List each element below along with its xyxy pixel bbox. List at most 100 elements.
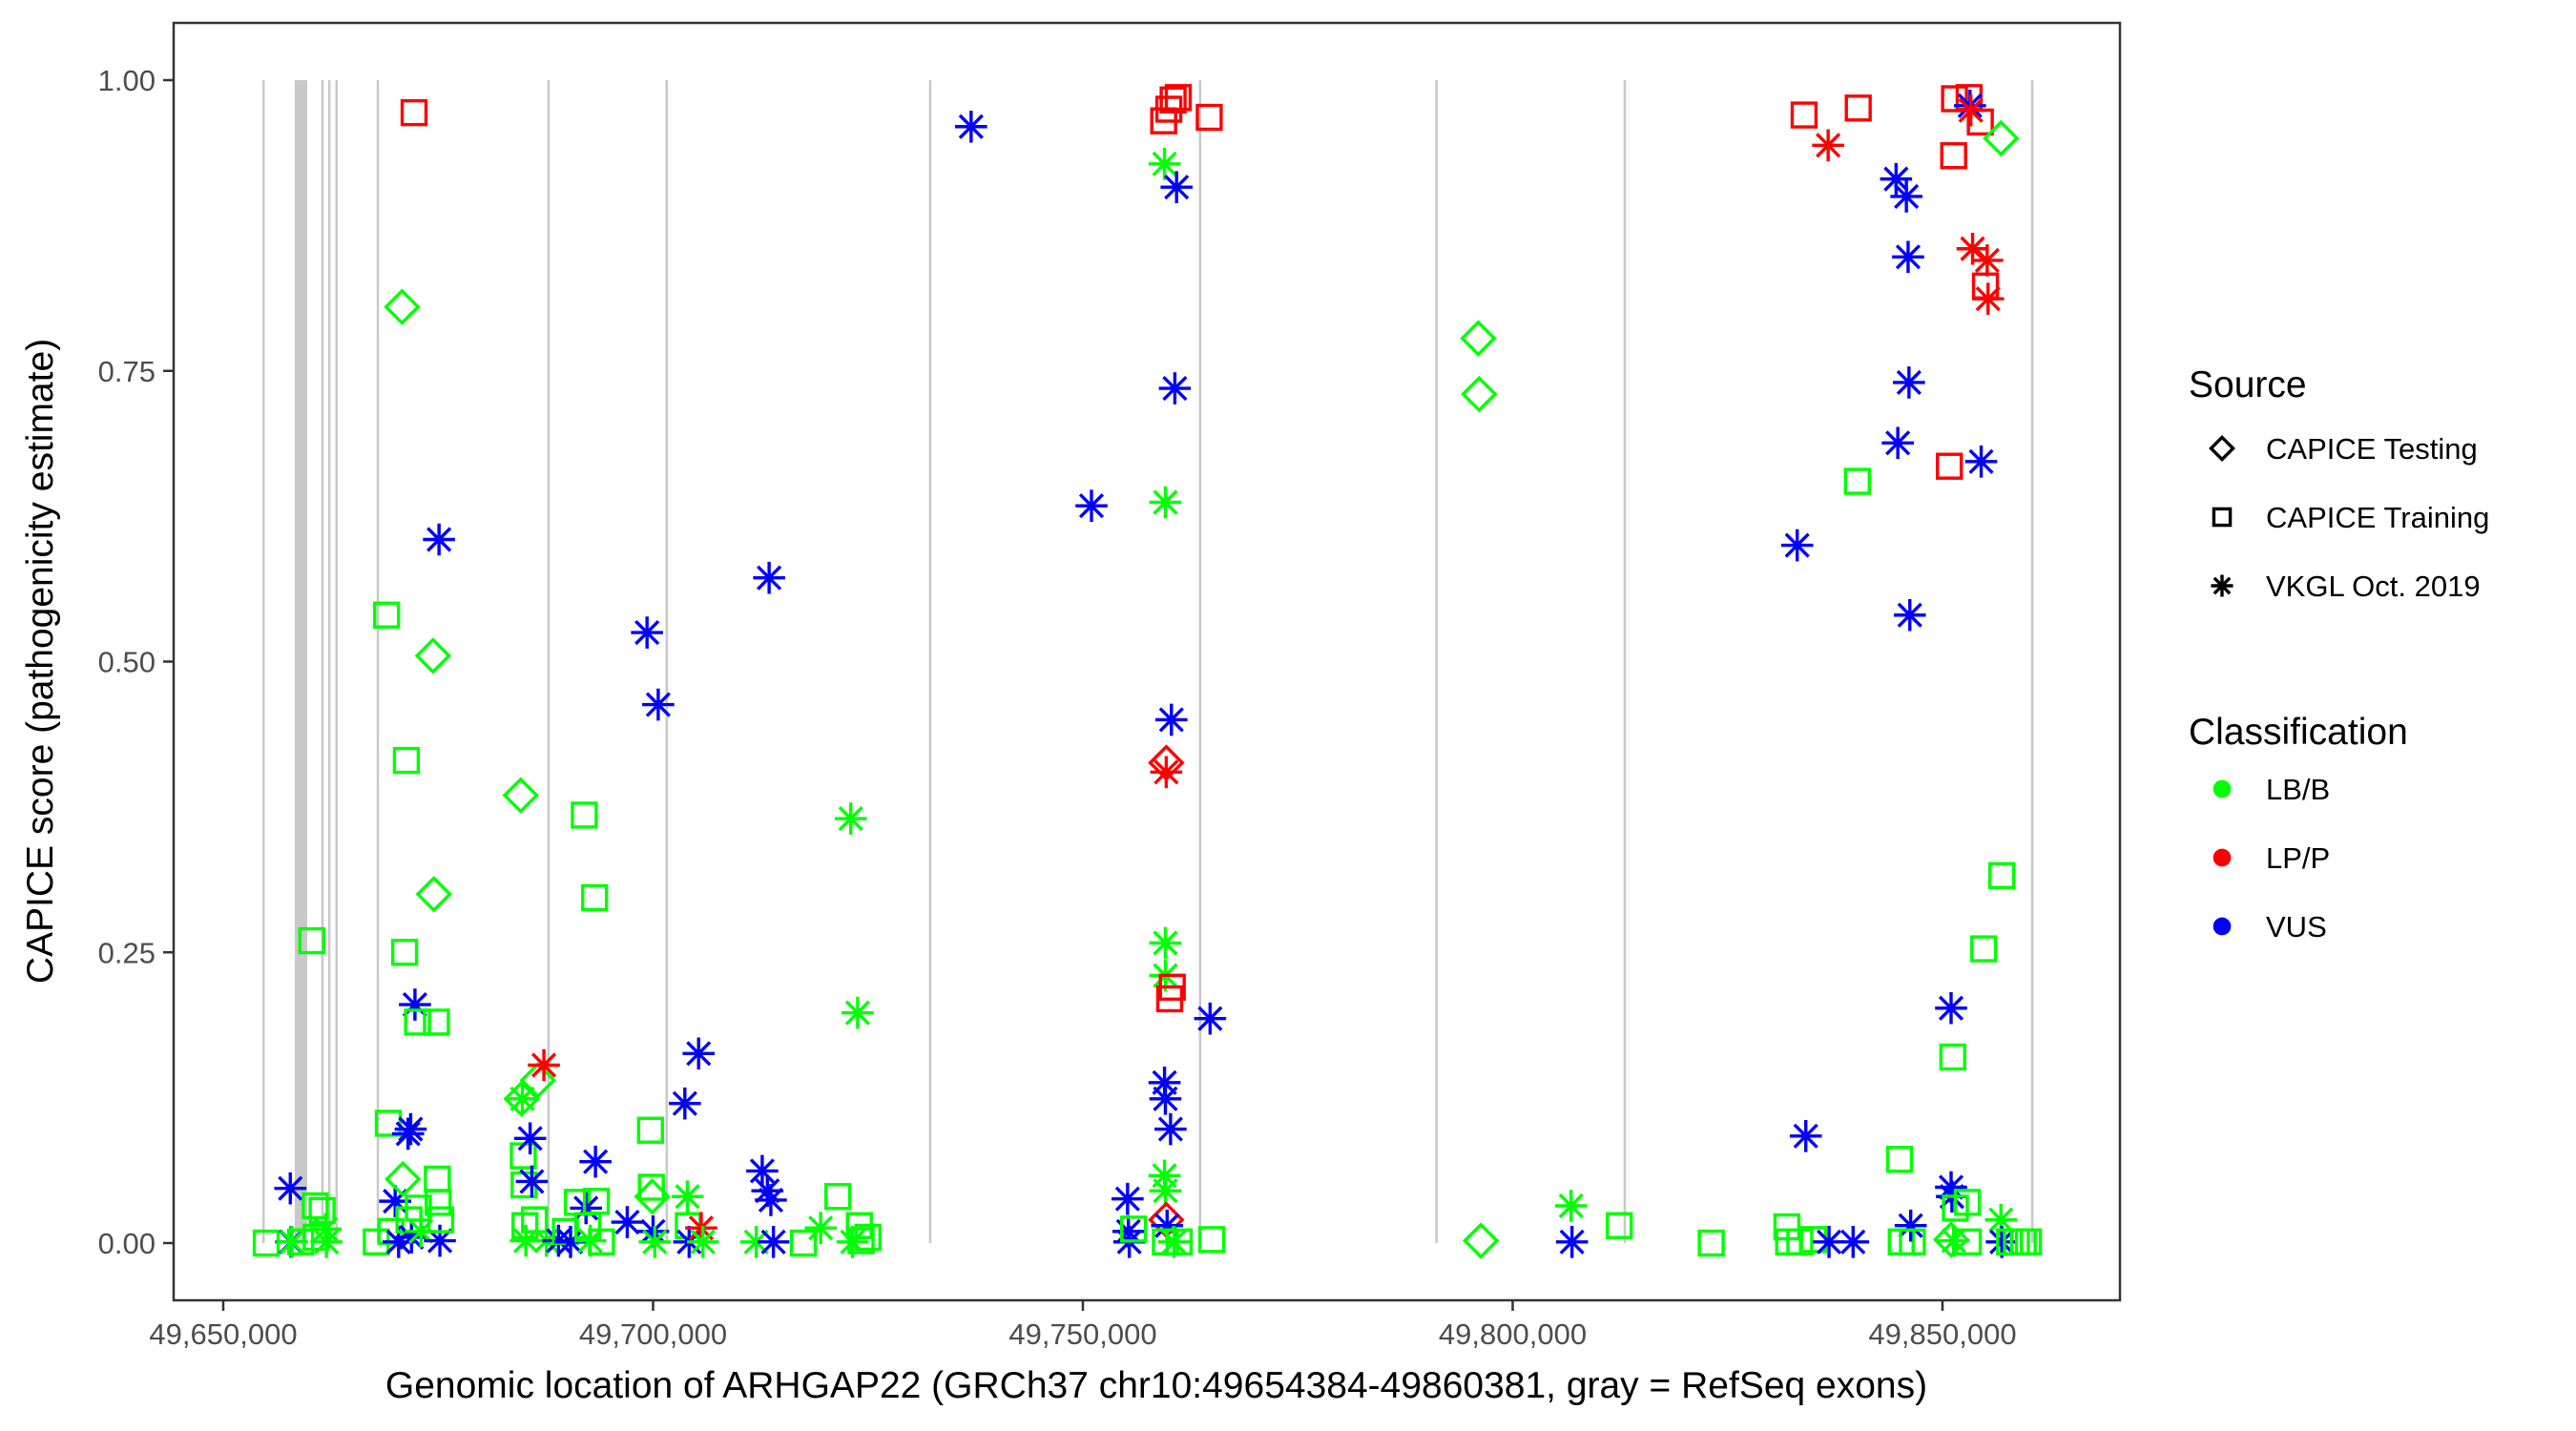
data-point-asterisk [506, 1083, 539, 1115]
data-point-asterisk [755, 1184, 787, 1216]
data-point-asterisk [739, 1225, 773, 1258]
data-point-asterisk [1935, 991, 1967, 1025]
data-point-diamond [519, 1062, 556, 1099]
data-point-diamond [414, 637, 452, 674]
data-point-asterisk [682, 1037, 716, 1070]
data-point-diamond [384, 288, 421, 325]
data-point-square [1786, 1228, 1814, 1255]
exon-band [1198, 80, 1202, 1243]
data-point-square [404, 1008, 431, 1036]
exon-band [1435, 80, 1438, 1243]
data-point-asterisk [753, 561, 785, 594]
data-point-square [1953, 1189, 1982, 1216]
data-point-square [1939, 1043, 1966, 1071]
data-point-asterisk [685, 1212, 717, 1244]
data-point-asterisk [1149, 486, 1182, 519]
y-axis: 0.00 0.25 0.50 0.75 1.00 [98, 64, 174, 1260]
data-point-asterisk [1155, 703, 1188, 736]
data-point-asterisk [1158, 372, 1192, 404]
y-tick-label: 0.00 [98, 1227, 156, 1260]
legend-class-label: LB/B [2266, 773, 2330, 806]
data-point-asterisk [1892, 240, 1924, 274]
data-point-square [1790, 101, 1818, 129]
legend-square-icon [2212, 507, 2233, 528]
legend-asterisk-icon [2211, 574, 2233, 597]
data-point-asterisk [1154, 1112, 1187, 1146]
data-point-asterisk [669, 1087, 701, 1120]
data-point-square [252, 1229, 280, 1257]
data-point-asterisk [276, 1225, 308, 1258]
data-point-asterisk [636, 1215, 670, 1248]
data-point-asterisk [1985, 1225, 2018, 1258]
data-point-square [1885, 1146, 1914, 1173]
x-tick-label: 49,750,000 [1008, 1317, 1156, 1351]
data-point-square [1159, 86, 1187, 114]
data-point-asterisk [1148, 147, 1181, 180]
y-axis-title: CAPICE score (pathogenicity estimate) [20, 339, 61, 984]
data-point-square [571, 801, 598, 829]
data-point-asterisk [1555, 1225, 1589, 1258]
data-point-square [789, 1229, 818, 1257]
data-point-asterisk [1881, 426, 1914, 460]
data-point-square [1119, 1215, 1148, 1243]
data-point-diamond [1461, 375, 1498, 413]
data-point-asterisk [1789, 1120, 1822, 1152]
data-point-square [1844, 94, 1872, 122]
data-point-asterisk [379, 1185, 411, 1217]
data-point-square [423, 1008, 450, 1036]
data-point-asterisk [1157, 1225, 1191, 1258]
data-point-square [1158, 973, 1186, 1002]
data-point-asterisk [1780, 529, 1814, 562]
data-point-asterisk [836, 1225, 869, 1258]
data-point-square [854, 1223, 882, 1252]
data-point-square [1164, 84, 1193, 112]
data-point-square [824, 1183, 852, 1211]
data-point-square [1697, 1229, 1725, 1257]
legend-source-label: VKGL Oct. 2019 [2266, 570, 2481, 603]
exon-bands [261, 80, 2034, 1243]
exon-band [294, 80, 308, 1243]
data-point-square [425, 1189, 452, 1216]
data-point-asterisk [686, 1225, 719, 1258]
data-point-diamond [1460, 320, 1497, 357]
data-point-asterisk [528, 1048, 560, 1082]
data-point-asterisk [1149, 1083, 1182, 1115]
data-point-asterisk [1812, 129, 1844, 162]
data-point-asterisk [579, 1145, 612, 1178]
data-point-asterisk [1554, 1190, 1588, 1222]
data-point-square [588, 1228, 615, 1255]
legend-source-title: Source [2189, 364, 2307, 405]
data-point-asterisk [1894, 1209, 1927, 1242]
data-point-square [1970, 935, 1998, 963]
data-point-asterisk [1837, 1225, 1870, 1258]
legend-diamond-icon [2209, 435, 2235, 462]
data-point-asterisk [1984, 1203, 2018, 1236]
x-tick-label: 49,850,000 [1868, 1317, 2016, 1351]
x-axis-title: Genomic location of ARHGAP22 (GRCh37 chr… [385, 1365, 1927, 1406]
data-point-asterisk [671, 1180, 704, 1213]
y-tick-label: 0.50 [98, 646, 156, 679]
exon-band [335, 80, 339, 1243]
data-point-asterisk [955, 110, 987, 143]
x-tick-label: 49,800,000 [1439, 1317, 1587, 1351]
legend-color-dot-icon [2212, 779, 2232, 798]
data-point-asterisk [1150, 756, 1183, 789]
data-point-square [520, 1206, 549, 1234]
data-point-asterisk [631, 616, 663, 649]
data-point-square [1843, 467, 1871, 495]
legend-color-dot-icon [2212, 917, 2232, 936]
data-point-asterisk [1813, 1225, 1845, 1258]
data-point-diamond [415, 876, 452, 913]
data-point-asterisk [638, 1225, 672, 1258]
data-point-square [298, 926, 325, 955]
data-point-square [400, 98, 428, 127]
exon-band [2030, 80, 2034, 1243]
data-point-asterisk [399, 988, 431, 1021]
data-point-asterisk [1151, 1209, 1184, 1242]
data-point-square [581, 883, 609, 912]
legend-source-label: CAPICE Testing [2266, 432, 2478, 466]
exon-band [376, 80, 380, 1243]
y-tick-label: 0.25 [98, 936, 156, 969]
data-point-asterisk [1149, 926, 1182, 960]
legend-classification-title: Classification [2189, 712, 2408, 753]
